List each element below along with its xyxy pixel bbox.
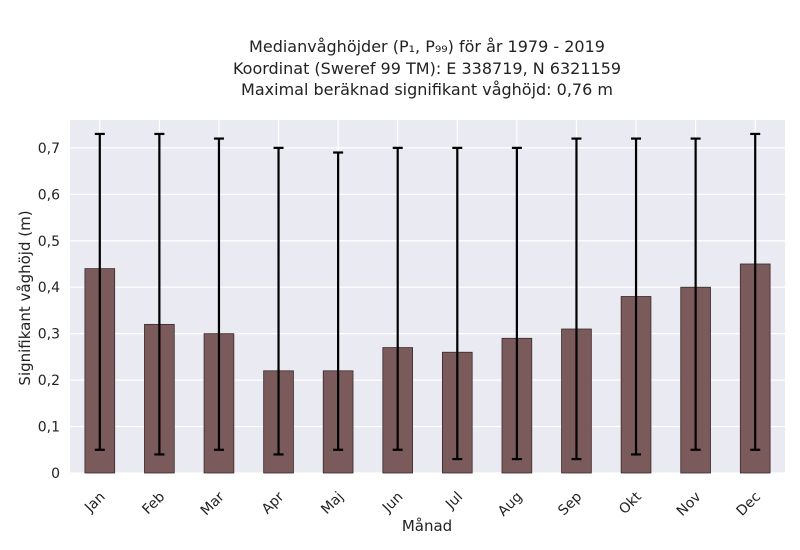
x-tick-label: Aug bbox=[495, 489, 526, 520]
x-tick-label: Apr bbox=[259, 489, 288, 518]
y-tick-label: 0,7 bbox=[38, 141, 60, 157]
chart-subtitle-coordinates: Koordinat (Sweref 99 TM): E 338719, N 63… bbox=[233, 59, 621, 78]
x-tick-label: Jan bbox=[81, 489, 108, 516]
x-tick-label: Feb bbox=[139, 489, 168, 518]
x-tick-label: Maj bbox=[318, 489, 347, 518]
y-tick-labels: 0 0,1 0,2 0,3 0,4 0,5 0,6 0,7 bbox=[38, 141, 60, 482]
x-tick-label: Dec bbox=[734, 489, 764, 519]
y-tick-label: 0,1 bbox=[38, 420, 60, 436]
y-tick-label: 0,6 bbox=[38, 187, 60, 203]
y-tick-label: 0,5 bbox=[38, 234, 60, 250]
y-tick-label: 0,2 bbox=[38, 373, 60, 389]
y-axis-label: Signifikant våghöjd (m) bbox=[16, 210, 34, 385]
y-tick-label: 0,4 bbox=[38, 280, 60, 296]
chart-subtitle-max-height: Maximal beräknad signifikant våghöjd: 0,… bbox=[241, 80, 613, 99]
x-tick-label: Mar bbox=[198, 489, 228, 519]
x-tick-label: Okt bbox=[616, 489, 645, 518]
x-tick-label: Nov bbox=[674, 489, 705, 520]
y-tick-label: 0,3 bbox=[38, 327, 60, 343]
x-tick-labels: Jan Feb Mar Apr Maj Jun Jul Aug Sep Okt Nov Dec bbox=[81, 489, 764, 520]
x-tick-label: Jun bbox=[379, 489, 406, 516]
x-tick-label: Jul bbox=[442, 489, 466, 513]
x-tick-label: Sep bbox=[555, 489, 585, 519]
error-bars bbox=[94, 132, 761, 461]
y-tick-label: 0 bbox=[51, 466, 60, 482]
x-axis-label: Månad bbox=[402, 517, 452, 535]
chart-title: Medianvåghöjder (P₁, P₉₉) för år 1979 - … bbox=[249, 37, 605, 56]
plot-area bbox=[70, 120, 785, 473]
